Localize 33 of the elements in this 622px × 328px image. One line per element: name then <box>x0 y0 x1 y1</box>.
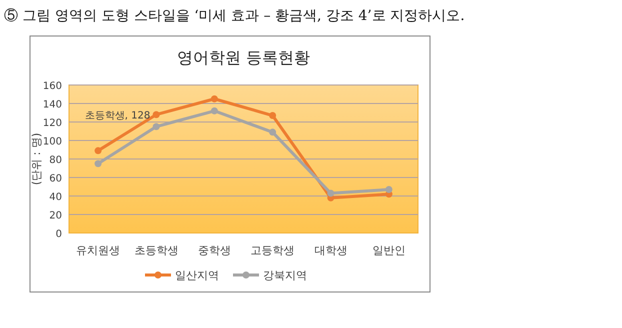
y-tick-label: 160 <box>42 81 62 92</box>
y-tick-label: 40 <box>49 192 62 203</box>
legend-label: 일산지역 <box>175 269 219 282</box>
point <box>269 128 276 136</box>
x-tick-label: 중학생 <box>198 244 231 257</box>
y-tick-label: 80 <box>49 155 62 166</box>
y-tick-label: 60 <box>49 174 62 184</box>
y-tick-label: 120 <box>42 118 62 129</box>
x-tick-label: 대학생 <box>314 244 348 257</box>
y-tick-label: 20 <box>49 210 62 222</box>
annotation: 초등학생, 128 <box>84 110 150 122</box>
chart-title: 영어학원 등록현황 <box>176 48 310 67</box>
y-axis-title: (단위 : 명) <box>30 132 43 186</box>
point <box>269 112 276 120</box>
point <box>94 160 102 168</box>
x-tick-label: 고등학생 <box>250 244 295 257</box>
x-tick-label: 초등학생 <box>134 244 178 257</box>
point <box>210 107 218 114</box>
x-tick-label: 일반인 <box>372 244 406 257</box>
legend-label: 강북지역 <box>263 269 307 282</box>
legend-강북지역: 강북지역 <box>233 269 307 282</box>
y-tick-label: 100 <box>42 136 62 148</box>
legend-일산지역: 일산지역 <box>145 269 219 282</box>
point <box>152 111 160 118</box>
point <box>385 186 392 194</box>
point <box>327 190 334 197</box>
y-tick-label: 140 <box>42 100 62 110</box>
point <box>94 147 102 154</box>
x-tick-label: 유치원생 <box>76 244 120 257</box>
text: ⑤ 그림 영역의 도형 스타일을 ‘미세 효과 – 황금색, 강조 4’로 지정하시오. <box>4 8 465 24</box>
point <box>210 95 218 102</box>
y-tick-label: 0 <box>56 229 62 240</box>
point <box>152 123 160 130</box>
